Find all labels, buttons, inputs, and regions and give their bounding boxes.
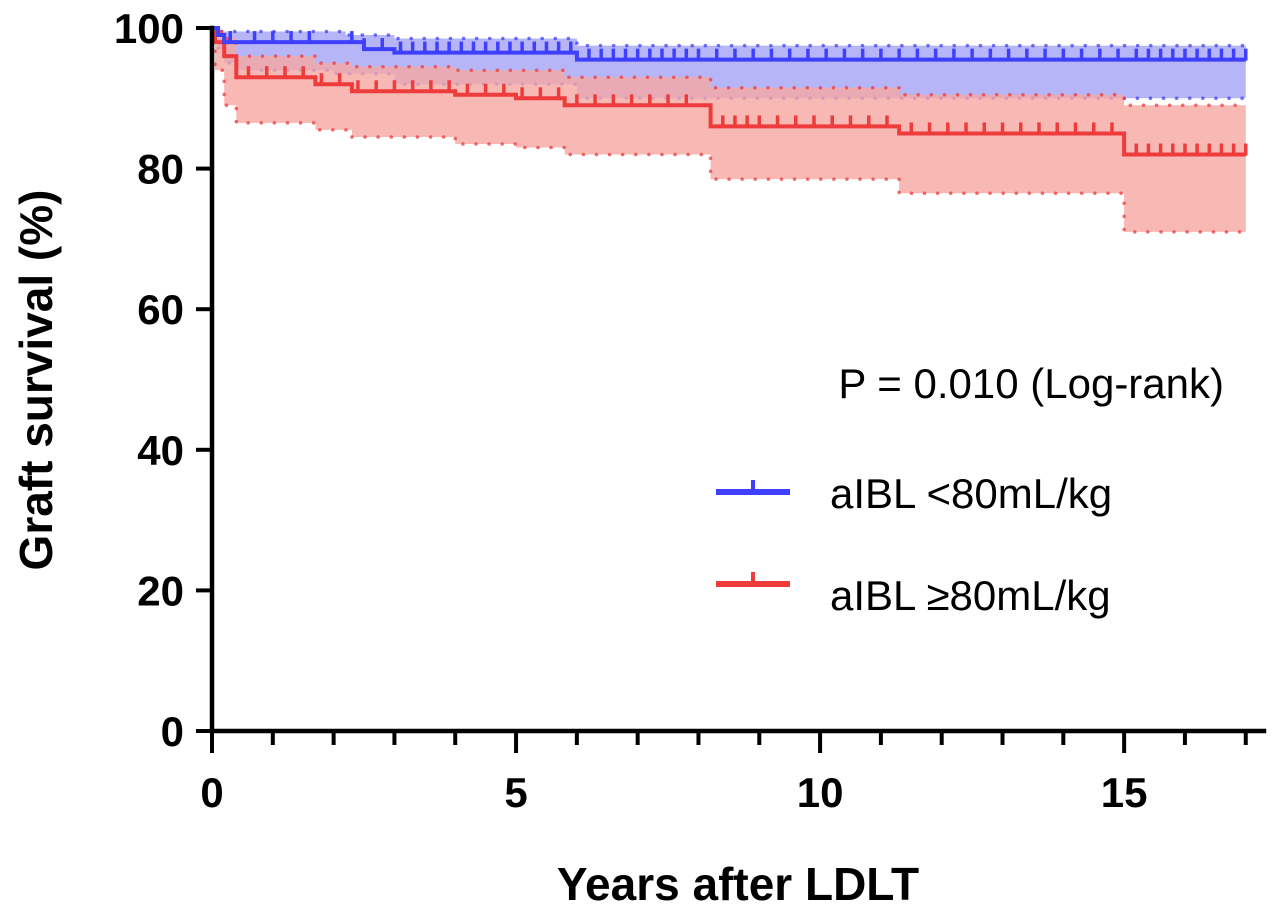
y-tick-label-0: 0 bbox=[161, 708, 184, 755]
logrank-annotation: P = 0.010 (Log-rank) bbox=[838, 360, 1224, 407]
confidence-bands bbox=[210, 26, 1248, 234]
y-tick-label-80: 80 bbox=[137, 146, 184, 193]
y-tick-label-40: 40 bbox=[137, 427, 184, 474]
survival-curve-series-1 bbox=[212, 26, 1246, 157]
axes bbox=[209, 25, 1267, 734]
x-tick-label-5: 5 bbox=[504, 769, 527, 816]
x-axis-title: Years after LDLT bbox=[557, 858, 919, 910]
ci-band-series-1 bbox=[212, 28, 1246, 232]
legend: aIBL <80mL/kg aIBL ≥80mL/kg bbox=[716, 470, 1112, 619]
legend-item-series-0: aIBL <80mL/kg bbox=[716, 470, 1112, 517]
y-tick-label-20: 20 bbox=[137, 567, 184, 614]
legend-label-series-0: aIBL <80mL/kg bbox=[830, 470, 1112, 517]
x-tick-label-15: 15 bbox=[1101, 769, 1148, 816]
legend-label-series-1: aIBL ≥80mL/kg bbox=[830, 572, 1111, 619]
x-tick-label-10: 10 bbox=[797, 769, 844, 816]
survival-curves bbox=[212, 26, 1248, 157]
legend-item-series-1: aIBL ≥80mL/kg bbox=[716, 572, 1111, 619]
y-tick-label-60: 60 bbox=[137, 286, 184, 333]
x-tick-label-0: 0 bbox=[200, 769, 223, 816]
y-axis-title: Graft survival (%) bbox=[10, 190, 62, 571]
y-tick-label-100: 100 bbox=[114, 5, 184, 52]
axis-ticks: 0 20 40 60 80 100 0 5 10 15 bbox=[114, 5, 1248, 816]
